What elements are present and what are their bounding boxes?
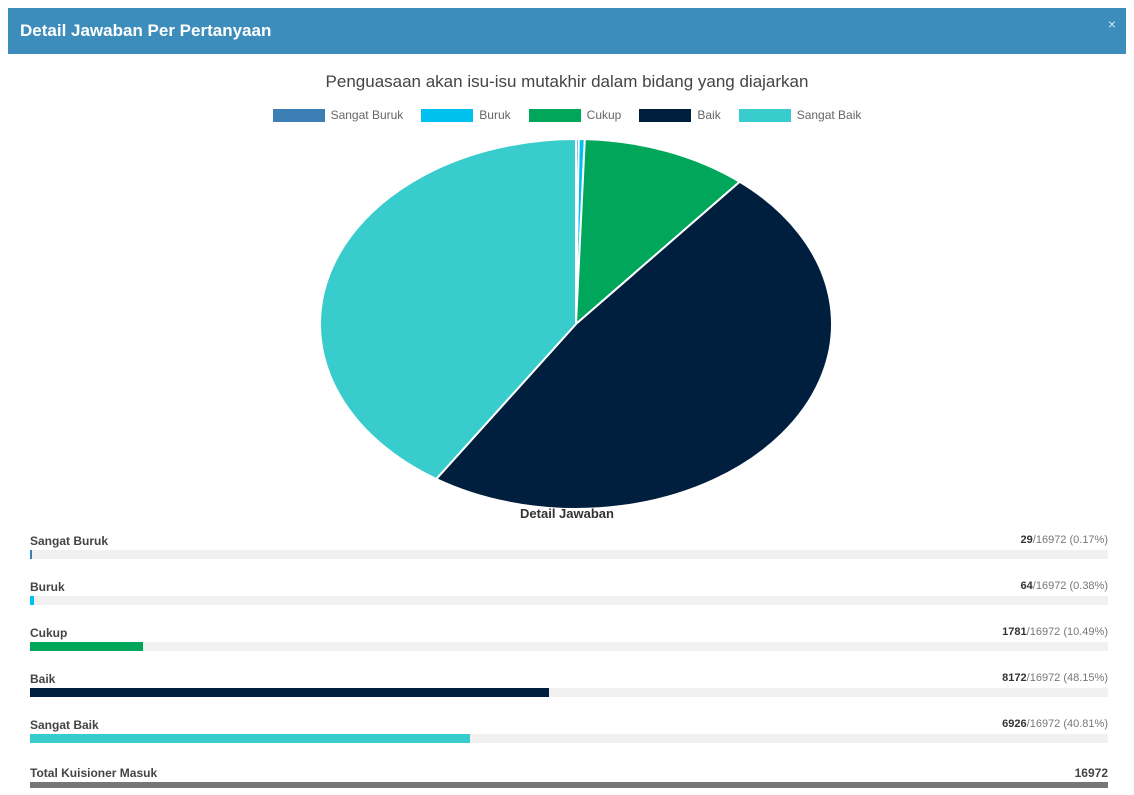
chart-title: Penguasaan akan isu-isu mutakhir dalam b… bbox=[325, 72, 809, 91]
progress-track bbox=[30, 596, 1108, 605]
progress-fill bbox=[30, 596, 35, 605]
total-bar bbox=[30, 782, 1108, 788]
close-icon[interactable]: × bbox=[1107, 16, 1116, 32]
pie-slice-cukup[interactable] bbox=[574, 138, 742, 327]
legend-label: Buruk bbox=[479, 108, 511, 122]
detail-label: Sangat Buruk bbox=[30, 534, 109, 548]
legend-swatch bbox=[272, 108, 325, 122]
progress-fill bbox=[30, 734, 470, 743]
detail-value: 8172/16972 (48.15%) bbox=[1002, 672, 1108, 684]
pie-slice-baik[interactable] bbox=[434, 180, 833, 510]
legend-item[interactable]: Sangat Baik bbox=[738, 108, 862, 122]
progress-fill bbox=[30, 688, 550, 697]
legend-swatch bbox=[528, 108, 581, 122]
detail-row: Sangat Baik 6926/16972 (40.81%) bbox=[30, 714, 1108, 760]
legend-swatch bbox=[639, 108, 692, 122]
legend-item[interactable]: Buruk bbox=[421, 108, 511, 122]
legend-label: Sangat Buruk bbox=[330, 108, 404, 122]
detail-value: 6926/16972 (40.81%) bbox=[1002, 718, 1108, 730]
detail-row: Buruk 64/16972 (0.38%) bbox=[30, 576, 1108, 622]
detail-row: Sangat Buruk 29/16972 (0.17%) bbox=[30, 530, 1108, 576]
progress-track bbox=[30, 642, 1108, 651]
chart-legend: Sangat Buruk Buruk Cukup Baik Sangat Baik bbox=[0, 108, 1134, 122]
total-row: Total Kuisioner Masuk 16972 bbox=[30, 762, 1108, 788]
progress-fill bbox=[30, 642, 144, 651]
total-label: Total Kuisioner Masuk bbox=[30, 766, 158, 780]
legend-swatch bbox=[738, 108, 791, 122]
modal-header: Detail Jawaban Per Pertanyaan × bbox=[8, 8, 1126, 54]
detail-row: Cukup 1781/16972 (10.49%) bbox=[30, 622, 1108, 668]
progress-track bbox=[30, 734, 1108, 743]
legend-item[interactable]: Sangat Buruk bbox=[272, 108, 404, 122]
progress-track bbox=[30, 688, 1108, 697]
detail-label: Cukup bbox=[30, 626, 68, 640]
pie-chart bbox=[319, 137, 833, 510]
pie-slice-sangat-baik[interactable] bbox=[319, 137, 577, 481]
legend-item[interactable]: Cukup bbox=[528, 108, 622, 122]
legend-label: Baik bbox=[697, 108, 721, 122]
detail-label: Sangat Baik bbox=[30, 718, 99, 732]
legend-label: Sangat Baik bbox=[796, 108, 862, 122]
legend-swatch bbox=[421, 108, 474, 122]
detail-list: Sangat Buruk 29/16972 (0.17%) Buruk 64/1697… bbox=[30, 530, 1108, 760]
legend-label: Cukup bbox=[586, 108, 622, 122]
progress-track bbox=[30, 550, 1108, 559]
detail-row: Baik 8172/16972 (48.15%) bbox=[30, 668, 1108, 714]
progress-fill bbox=[30, 550, 33, 559]
detail-label: Baik bbox=[30, 672, 56, 686]
detail-label: Buruk bbox=[30, 580, 65, 594]
legend-item[interactable]: Baik bbox=[639, 108, 721, 122]
detail-value: 64/16972 (0.38%) bbox=[1020, 580, 1108, 592]
modal-title: Detail Jawaban Per Pertanyaan bbox=[20, 21, 272, 40]
detail-heading: Detail Jawaban bbox=[520, 506, 614, 521]
total-value: 16972 bbox=[1074, 766, 1108, 780]
detail-value: 29/16972 (0.17%) bbox=[1020, 534, 1108, 546]
detail-value: 1781/16972 (10.49%) bbox=[1002, 626, 1108, 638]
